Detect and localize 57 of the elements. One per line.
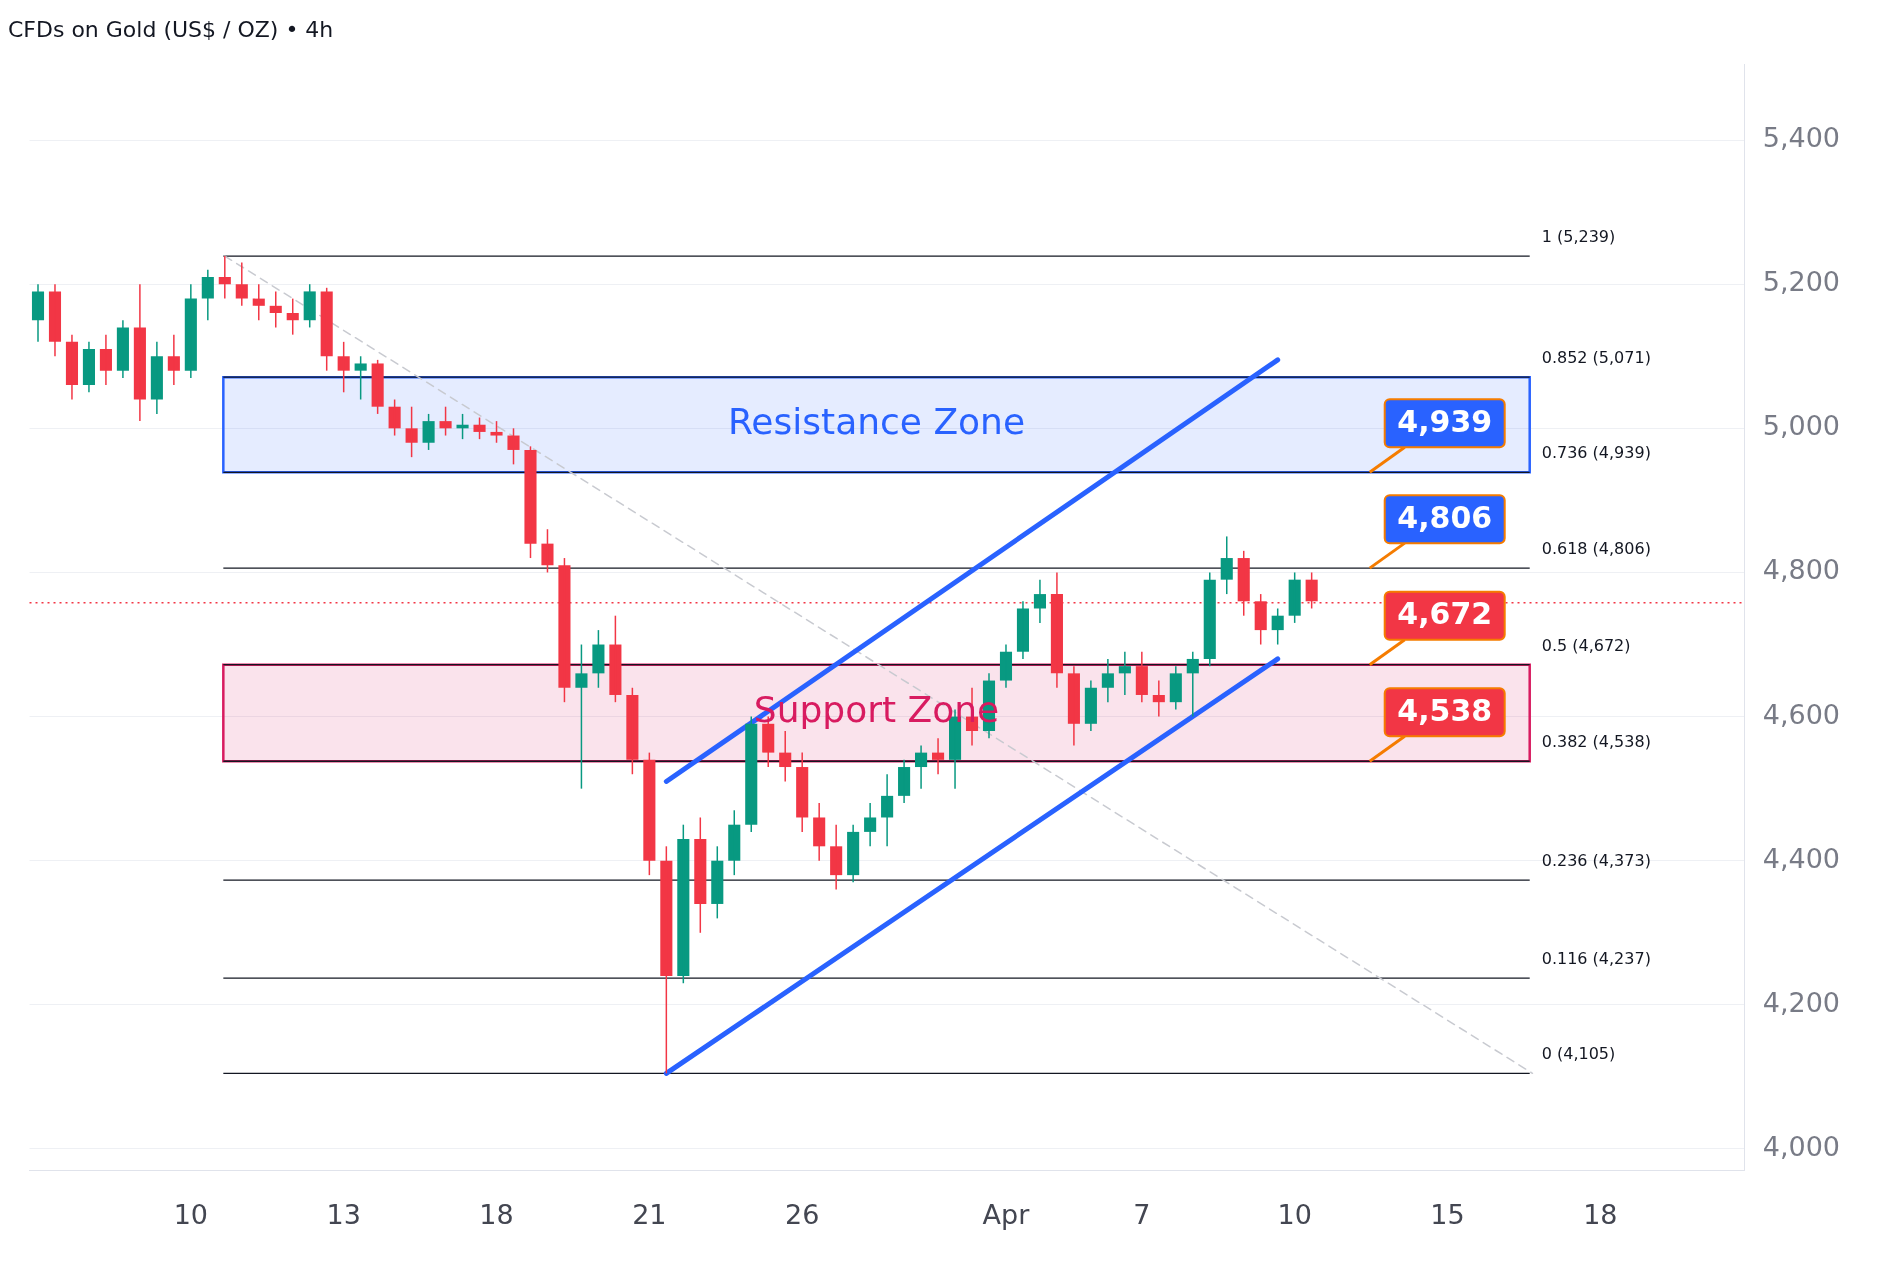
ref-line-label: 0.382 (4,538) — [1541, 732, 1651, 752]
y-tick-label: 5,000 — [1762, 410, 1840, 442]
candlestick — [728, 809, 741, 876]
candlestick — [303, 283, 316, 329]
candlestick — [1220, 535, 1233, 595]
y-tick-label: 4,200 — [1762, 986, 1840, 1018]
candlestick — [524, 445, 537, 559]
ref-line-label: 1 (5,239) — [1541, 227, 1616, 247]
x-tick-label: Apr — [982, 1198, 1031, 1230]
candlestick — [711, 845, 724, 920]
x-tick-label: 7 — [1133, 1198, 1151, 1230]
candlestick — [541, 528, 554, 574]
y-tick-label: 5,400 — [1762, 122, 1840, 154]
x-tick-label: 26 — [785, 1198, 820, 1230]
ref-line-label: 0.852 (5,071) — [1541, 348, 1651, 368]
x-tick-label: 21 — [632, 1198, 667, 1230]
candlestick — [354, 355, 367, 401]
y-tick-label: 4,800 — [1762, 554, 1840, 586]
annotation: 4,939 — [1397, 404, 1493, 440]
x-tick-label: 15 — [1430, 1198, 1465, 1230]
ref-line-label: 0.618 (4,806) — [1541, 539, 1651, 559]
candlestick — [422, 413, 435, 451]
y-tick-label: 4,600 — [1762, 698, 1840, 730]
ref-line-label: 0.236 (4,373) — [1541, 851, 1651, 871]
ref-line-label: 0 (4,105) — [1541, 1044, 1616, 1064]
y-tick-label: 4,400 — [1762, 842, 1840, 874]
candlestick — [643, 751, 656, 876]
candlestick — [575, 643, 588, 790]
candlestick — [626, 687, 639, 775]
x-tick-label: 10 — [1277, 1198, 1312, 1230]
annotation: 4,538 — [1397, 693, 1493, 729]
candlestick — [320, 287, 333, 372]
candlestick — [473, 416, 486, 440]
ref-line-label: 0.116 (4,237) — [1541, 949, 1651, 969]
candlestick — [660, 845, 673, 1075]
candlestick — [609, 614, 622, 703]
annotation: 4,672 — [1397, 596, 1493, 632]
x-tick-label: 13 — [326, 1198, 361, 1230]
annotation: 4,806 — [1397, 499, 1493, 535]
candlestick — [405, 405, 418, 458]
x-tick-label: 10 — [173, 1198, 209, 1230]
y-tick-label: 4,000 — [1762, 1131, 1840, 1162]
y-tick-label: 5,200 — [1762, 266, 1840, 298]
chart-title: CFDs on Gold (US$ / OZ) • 4h — [8, 16, 334, 42]
candlestick — [745, 715, 758, 833]
x-tick-label: 18 — [1583, 1198, 1618, 1230]
candlestick — [337, 341, 350, 394]
ref-line-label: 0.5 (4,672) — [1541, 635, 1631, 655]
x-tick-label: 18 — [479, 1198, 514, 1230]
candlestick — [694, 816, 707, 934]
candlestick — [1288, 571, 1301, 624]
ref-line-label: 0.736 (4,939) — [1541, 443, 1651, 463]
band-label: Resistance Zone — [727, 401, 1026, 443]
candlestick — [490, 420, 503, 444]
candlestick — [371, 359, 384, 415]
candlestick — [507, 427, 520, 466]
candlestick — [677, 823, 690, 984]
